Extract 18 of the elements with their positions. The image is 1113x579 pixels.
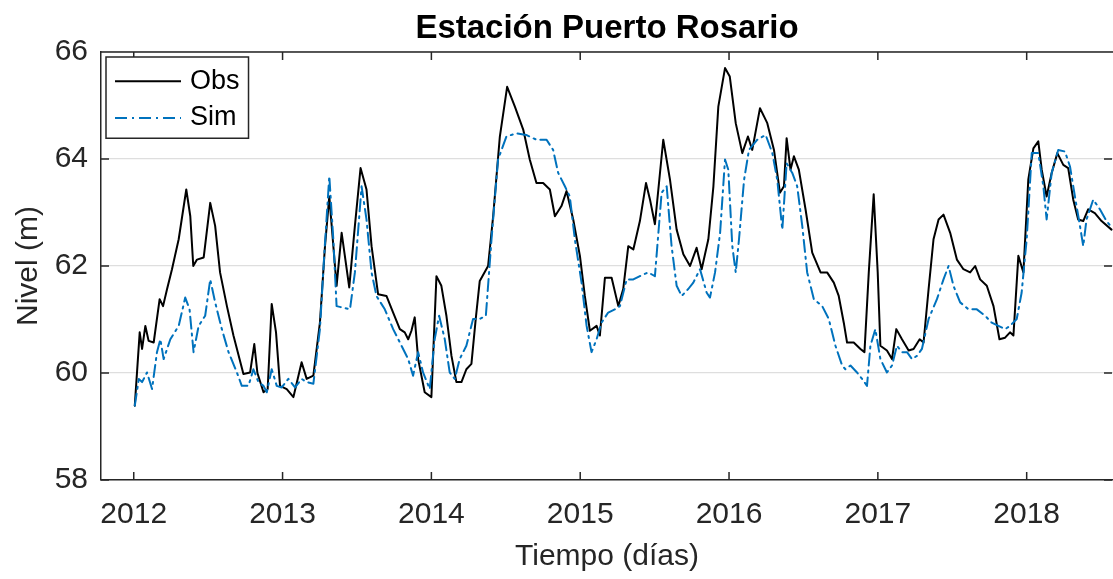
legend-label: Obs bbox=[190, 64, 240, 95]
x-tick-label: 2012 bbox=[100, 496, 168, 530]
y-tick-label: 64 bbox=[54, 140, 88, 174]
y-tick-label: 66 bbox=[54, 33, 88, 67]
x-axis-title: Tiempo (días) bbox=[515, 538, 699, 572]
y-tick-label: 58 bbox=[54, 461, 88, 495]
x-tick-label: 2018 bbox=[993, 496, 1061, 530]
x-tick-label: 2014 bbox=[398, 496, 465, 530]
line-series bbox=[133, 132, 1113, 407]
y-axis-title: Nivel (m) bbox=[10, 206, 44, 326]
chart-title: Estación Puerto Rosario bbox=[415, 7, 799, 45]
y-tick-label: 62 bbox=[54, 247, 88, 281]
x-tick-label: 2017 bbox=[844, 496, 912, 530]
legend-label: Sim bbox=[190, 101, 237, 132]
x-tick-label: 2015 bbox=[546, 496, 614, 530]
y-tick-label: 60 bbox=[54, 354, 88, 388]
x-tick-label: 2013 bbox=[249, 496, 316, 530]
x-tick-label: 2016 bbox=[695, 496, 763, 530]
